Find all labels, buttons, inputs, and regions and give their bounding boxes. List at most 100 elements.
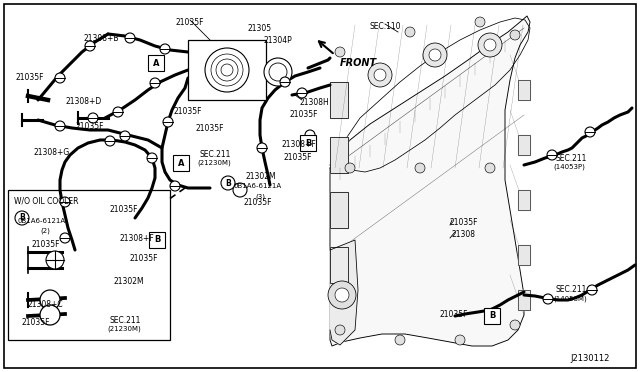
Circle shape (328, 281, 356, 309)
Circle shape (543, 294, 553, 304)
Text: 21035F: 21035F (130, 254, 159, 263)
Text: (21230M): (21230M) (107, 326, 141, 333)
Circle shape (297, 88, 307, 98)
Circle shape (547, 150, 557, 160)
Circle shape (405, 27, 415, 37)
Bar (330, 82, 348, 118)
Circle shape (233, 183, 247, 197)
Circle shape (160, 44, 170, 54)
Circle shape (40, 305, 60, 325)
Circle shape (423, 43, 447, 67)
Text: 0B1A6-6121A: 0B1A6-6121A (18, 218, 66, 224)
Circle shape (120, 131, 130, 141)
Text: 21035F: 21035F (449, 218, 477, 227)
Circle shape (55, 121, 65, 131)
Bar (330, 247, 348, 283)
Bar (330, 247, 348, 283)
Text: B: B (305, 138, 311, 148)
Circle shape (55, 73, 65, 83)
Text: 21035F: 21035F (22, 318, 51, 327)
Circle shape (415, 163, 425, 173)
Text: 21035F: 21035F (15, 73, 44, 82)
Bar (518, 290, 530, 310)
Text: SEC.211: SEC.211 (200, 150, 232, 159)
Text: SEC.110: SEC.110 (370, 22, 401, 31)
Text: 21308+G: 21308+G (34, 148, 70, 157)
Text: B: B (19, 214, 25, 222)
Text: (3): (3) (255, 193, 265, 199)
Circle shape (374, 69, 386, 81)
Polygon shape (330, 18, 530, 172)
Circle shape (105, 136, 115, 146)
Circle shape (345, 163, 355, 173)
Circle shape (510, 320, 520, 330)
Text: 21308+D: 21308+D (65, 97, 101, 106)
Text: 21035F: 21035F (244, 198, 273, 207)
Bar (518, 190, 530, 210)
Circle shape (475, 17, 485, 27)
Circle shape (510, 30, 520, 40)
Text: (14053M): (14053M) (553, 295, 587, 301)
Text: J2130112: J2130112 (570, 354, 609, 363)
Text: 21308+C: 21308+C (28, 300, 63, 309)
Circle shape (170, 181, 180, 191)
Polygon shape (330, 240, 358, 345)
Circle shape (429, 49, 441, 61)
Text: 21035F: 21035F (440, 310, 468, 319)
Text: 21035F: 21035F (290, 110, 319, 119)
Circle shape (147, 153, 157, 163)
Text: B: B (489, 311, 495, 321)
Circle shape (455, 335, 465, 345)
Circle shape (85, 41, 95, 51)
Circle shape (585, 127, 595, 137)
Circle shape (150, 78, 160, 88)
Circle shape (257, 143, 267, 153)
Text: (14053P): (14053P) (553, 164, 585, 170)
Bar (518, 80, 530, 100)
Bar (330, 82, 348, 118)
Text: FRONT: FRONT (340, 58, 377, 68)
Circle shape (335, 47, 345, 57)
Text: 21035F: 21035F (109, 205, 138, 214)
Bar (330, 192, 348, 228)
Text: 21035F: 21035F (76, 122, 104, 131)
Text: 21308H: 21308H (300, 98, 330, 107)
Circle shape (368, 63, 392, 87)
Circle shape (113, 107, 123, 117)
Circle shape (88, 113, 98, 123)
Text: 21308+F: 21308+F (281, 140, 316, 149)
Text: 21308+B: 21308+B (84, 34, 120, 43)
Bar (330, 137, 348, 173)
Bar (518, 80, 530, 100)
Text: A: A (153, 58, 159, 67)
Text: 21035F: 21035F (175, 18, 204, 27)
Circle shape (484, 39, 496, 51)
FancyBboxPatch shape (484, 308, 500, 324)
Bar (518, 245, 530, 265)
Circle shape (478, 33, 502, 57)
Text: 21305: 21305 (248, 24, 272, 33)
Text: A: A (178, 158, 184, 167)
Circle shape (40, 290, 60, 310)
Text: SEC.211: SEC.211 (110, 316, 141, 325)
Bar (518, 290, 530, 310)
Circle shape (485, 163, 495, 173)
Bar (330, 137, 348, 173)
FancyBboxPatch shape (148, 55, 164, 71)
FancyBboxPatch shape (173, 155, 189, 171)
Bar (518, 190, 530, 210)
Bar (518, 135, 530, 155)
Text: B: B (225, 179, 231, 187)
Text: SEC.211: SEC.211 (556, 154, 588, 163)
Circle shape (221, 176, 235, 190)
Text: 21308+F: 21308+F (120, 234, 155, 243)
Circle shape (335, 288, 349, 302)
FancyBboxPatch shape (149, 232, 165, 248)
Bar (8, 190, 170, 340)
Circle shape (60, 197, 70, 207)
Circle shape (60, 233, 70, 243)
Bar (518, 135, 530, 155)
Text: 21035F: 21035F (174, 107, 202, 116)
Bar (330, 192, 348, 228)
Text: B: B (154, 235, 160, 244)
